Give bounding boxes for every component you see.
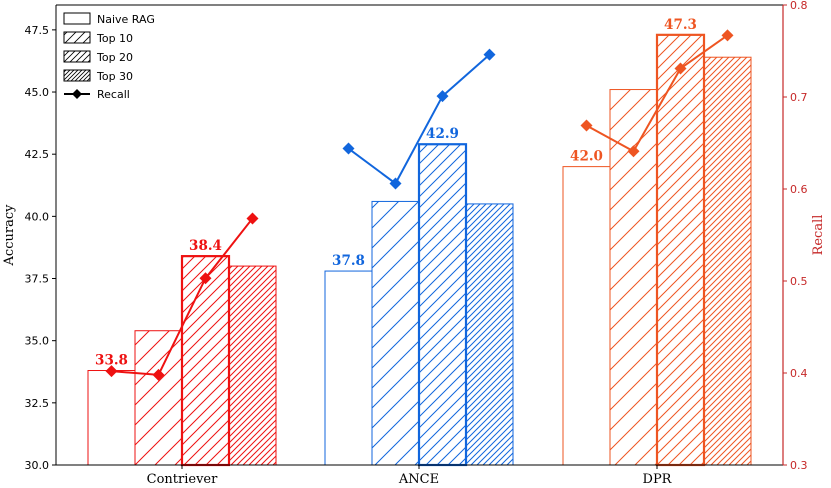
bar-contriever-naive-rag xyxy=(87,370,136,466)
recall-marker xyxy=(199,272,212,285)
legend-swatch xyxy=(63,50,91,63)
y2-tick-label: 0.3 xyxy=(790,459,808,472)
bar-ance-naive-rag xyxy=(324,270,373,466)
legend-label: Top 30 xyxy=(96,70,133,83)
bar-value-label: 38.4 xyxy=(189,238,222,254)
recall-marker xyxy=(580,119,593,132)
bar-value-label: 37.8 xyxy=(332,253,365,269)
y-tick-label: 45.0 xyxy=(25,86,50,99)
bar-ance-top-10 xyxy=(371,200,420,466)
bar-dpr-top-30 xyxy=(703,56,752,466)
y2-tick-label: 0.5 xyxy=(790,275,808,288)
bar-dpr-naive-rag xyxy=(562,166,611,466)
legend-label: Top 10 xyxy=(96,32,133,45)
bar-labels-layer: 33.8 38.4 37.8 42.9 42.0 47.3 xyxy=(95,17,697,369)
recall-marker xyxy=(627,145,640,158)
y2-tick-label: 0.4 xyxy=(790,367,808,380)
y-tick-label: 35.0 xyxy=(25,335,50,348)
y-tick-label: 40.0 xyxy=(25,210,50,223)
bar-value-label: 47.3 xyxy=(664,17,697,33)
recall-marker xyxy=(105,365,118,378)
bar-ance-top-30 xyxy=(465,203,514,466)
y-tick-label: 32.5 xyxy=(25,397,50,410)
bar-value-label: 42.9 xyxy=(426,126,459,142)
bar-ance-top-20 xyxy=(417,143,468,467)
y-tick-label: 37.5 xyxy=(25,273,50,286)
x-tick-label: ANCE xyxy=(398,472,439,487)
recall-marker xyxy=(721,29,734,42)
legend: Naive RAG Top 10 Top 20 Top 30 Recall xyxy=(63,12,155,101)
legend-label: Naive RAG xyxy=(97,13,155,26)
y-tick-label: 30.0 xyxy=(25,459,50,472)
y-tick-label: 47.5 xyxy=(25,24,50,37)
legend-swatch xyxy=(63,12,91,25)
recall-line-contriever xyxy=(111,217,254,376)
recall-marker xyxy=(152,368,165,381)
y-axis-title: Accuracy xyxy=(2,204,17,267)
y2-tick-label: 0.7 xyxy=(790,91,808,104)
bar-contriever-top-20 xyxy=(180,255,231,467)
recall-marker xyxy=(674,62,687,75)
y2-tick-label: 0.6 xyxy=(790,183,808,196)
recall-line-dpr xyxy=(586,34,729,153)
recall-marker xyxy=(342,142,355,155)
bar-value-label: 42.0 xyxy=(570,149,603,165)
recall-lines-layer xyxy=(105,29,734,381)
recall-marker xyxy=(246,212,259,225)
bar-contriever-top-30 xyxy=(228,265,277,466)
legend-label: Top 20 xyxy=(96,51,133,64)
recall-marker xyxy=(436,90,449,103)
legend-label: Recall xyxy=(97,88,130,101)
legend-swatch xyxy=(63,69,91,82)
y-tick-label: 42.5 xyxy=(25,148,50,161)
x-tick-label: Contriever xyxy=(147,472,218,487)
recall-line-ance xyxy=(347,53,491,185)
bar-contriever-top-10 xyxy=(134,330,183,466)
bars-layer xyxy=(87,33,752,467)
x-tick-label: DPR xyxy=(643,472,673,487)
bar-dpr-top-20 xyxy=(655,33,706,467)
recall-marker xyxy=(483,48,496,61)
legend-swatch xyxy=(63,31,91,44)
recall-marker xyxy=(389,177,402,190)
y2-axis-title: Recall xyxy=(811,215,826,256)
legend-recall-marker xyxy=(72,89,82,99)
y2-tick-label: 0.8 xyxy=(790,0,808,12)
bar-value-label: 33.8 xyxy=(95,353,128,369)
